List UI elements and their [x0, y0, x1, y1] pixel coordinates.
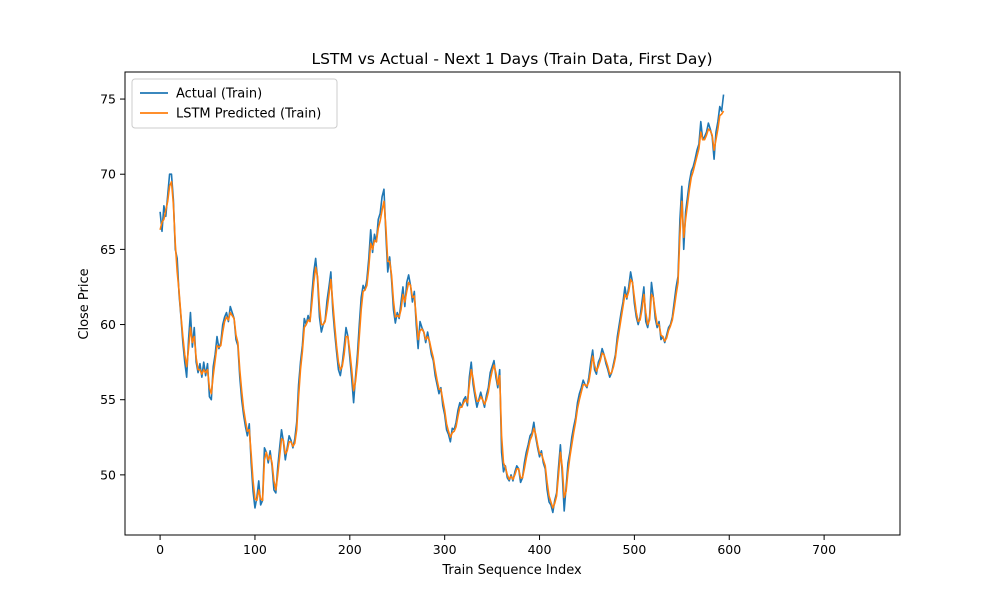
x-tick-label: 400 [528, 542, 552, 557]
y-tick-label: 55 [100, 392, 116, 407]
axes: 0 100 200 300 400 500 600 700 50 55 60 65 70 75 [100, 71, 901, 557]
plot-frame [124, 71, 901, 536]
series-line-1 [159, 110, 725, 509]
x-tick-label: 200 [338, 542, 362, 557]
y-tick-label: 70 [100, 167, 116, 182]
x-axis-label: Train Sequence Index [441, 563, 582, 578]
y-tick-label: 75 [100, 92, 116, 107]
legend-label-1: LSTM Predicted (Train) [176, 107, 321, 122]
y-tick-label: 60 [100, 317, 116, 332]
legend-label-0: Actual (Train) [176, 87, 262, 102]
series-line-0 [159, 94, 725, 514]
plot-area [159, 94, 725, 514]
x-tick-label: 500 [622, 542, 646, 557]
y-tick-label: 65 [100, 242, 116, 257]
legend-box [131, 78, 338, 129]
x-tick-label: 600 [717, 542, 741, 557]
chart-title: LSTM vs Actual - Next 1 Days (Train Data… [311, 50, 712, 68]
x-tick-label: 300 [433, 542, 457, 557]
x-tick-label: 700 [812, 542, 836, 557]
x-tick-label: 0 [156, 542, 164, 557]
legend: Actual (Train) LSTM Predicted (Train) [131, 78, 338, 129]
x-tick-label: 100 [243, 542, 267, 557]
y-axis-label: Close Price [77, 268, 92, 339]
y-tick-label: 50 [100, 467, 116, 482]
